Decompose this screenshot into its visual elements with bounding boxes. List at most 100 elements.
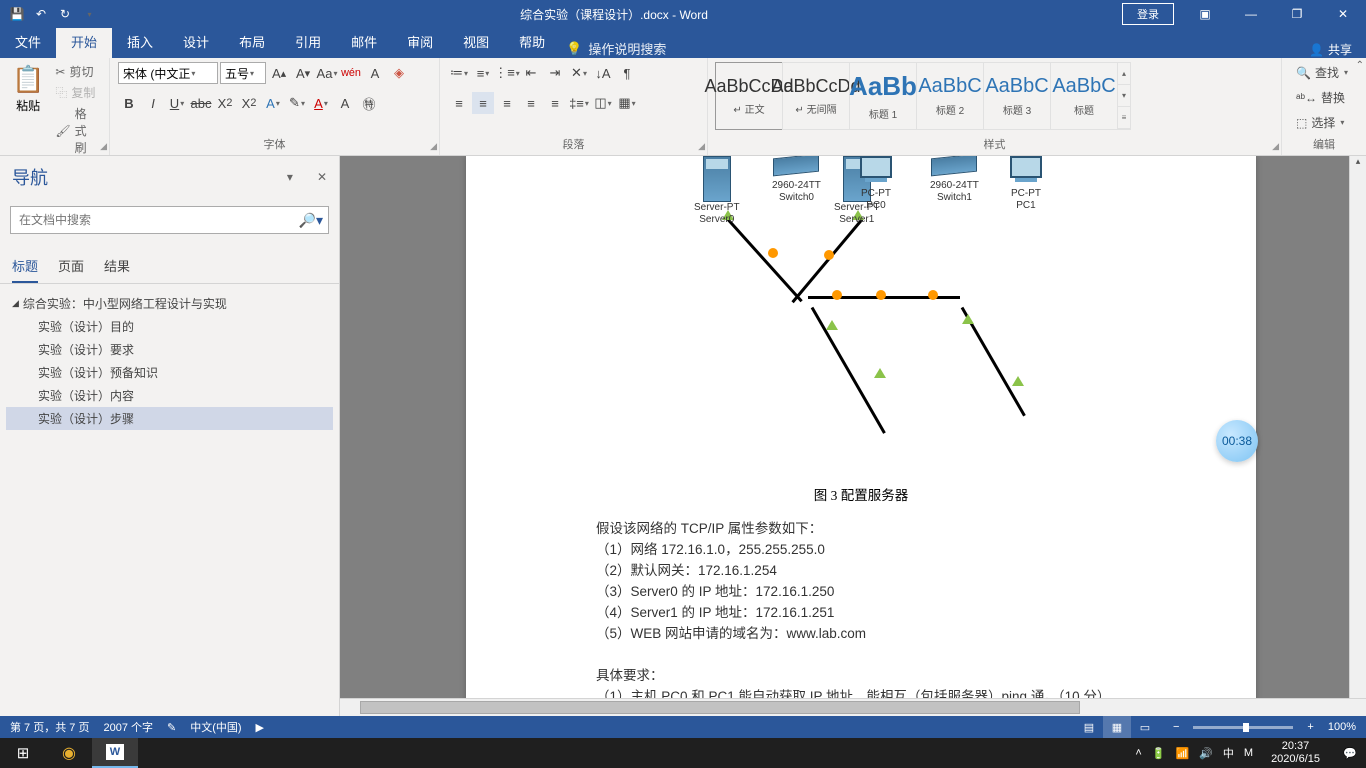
search-icon[interactable]: 🔎▾	[299, 212, 323, 229]
subscript-icon[interactable]: X2	[214, 92, 236, 114]
font-size-select[interactable]: 五号▾	[220, 62, 266, 84]
distributed-icon[interactable]: ≡	[544, 92, 566, 114]
volume-icon[interactable]: 🔊	[1199, 747, 1213, 760]
web-layout-icon[interactable]: ▭	[1131, 716, 1159, 738]
styles-launcher-icon[interactable]: ◢	[1272, 141, 1279, 152]
nav-search-input[interactable]	[10, 206, 329, 234]
select-button[interactable]: ⬚ 选择 ▾	[1290, 112, 1350, 133]
ime-lang[interactable]: 中	[1223, 745, 1234, 761]
wifi-icon[interactable]: 📶	[1175, 747, 1189, 760]
decrease-font-icon[interactable]: A▾	[292, 62, 314, 84]
ime-mode[interactable]: M	[1244, 747, 1253, 759]
nav-dropdown-icon[interactable]: ▾	[287, 170, 293, 184]
find-button[interactable]: 🔍 查找 ▾	[1290, 62, 1354, 83]
status-words[interactable]: 2007 个字	[103, 719, 153, 735]
notifications-icon[interactable]: 💬	[1338, 738, 1362, 768]
font-color-icon[interactable]: A▾	[310, 92, 332, 114]
status-language[interactable]: 中文(中国)	[190, 719, 241, 735]
timer-badge[interactable]: 00:38	[1216, 420, 1258, 462]
replace-button[interactable]: ᵃᵇ↔ 替换	[1290, 87, 1351, 108]
styles-gallery[interactable]: AaBbCcDd↵ 正文AaBbCcDd↵ 无间隔AaBb标题 1AaBbC标题…	[716, 62, 1131, 130]
clipboard-launcher-icon[interactable]: ◢	[100, 141, 107, 152]
maximize-icon[interactable]: ❐	[1274, 0, 1320, 28]
read-mode-icon[interactable]: ▤	[1075, 716, 1103, 738]
battery-icon[interactable]: 🔋	[1152, 747, 1166, 760]
italic-icon[interactable]: I	[142, 92, 164, 114]
tab-insert[interactable]: 插入	[112, 28, 168, 58]
paragraph-launcher-icon[interactable]: ◢	[698, 141, 705, 152]
superscript-icon[interactable]: X2	[238, 92, 260, 114]
tab-home[interactable]: 开始	[56, 28, 112, 58]
font-launcher-icon[interactable]: ◢	[430, 141, 437, 152]
tab-view[interactable]: 视图	[448, 28, 504, 58]
tab-mailings[interactable]: 邮件	[336, 28, 392, 58]
style-item[interactable]: AaBbCcDd↵ 无间隔	[782, 62, 850, 130]
paste-button[interactable]: 📋 粘贴	[8, 62, 48, 116]
task-word[interactable]: W	[92, 738, 138, 768]
tab-references[interactable]: 引用	[280, 28, 336, 58]
numbering-icon[interactable]: ≡▾	[472, 62, 494, 84]
nav-close-icon[interactable]: ✕	[317, 170, 327, 184]
sort-icon[interactable]: ↓A	[592, 62, 614, 84]
proofing-icon[interactable]: ✎	[167, 721, 176, 734]
zoom-out-icon[interactable]: −	[1173, 721, 1179, 733]
align-right-icon[interactable]: ≡	[496, 92, 518, 114]
tab-layout[interactable]: 布局	[224, 28, 280, 58]
justify-icon[interactable]: ≡	[520, 92, 542, 114]
tell-me-search[interactable]: 💡 操作说明搜索	[566, 39, 666, 58]
format-painter-button[interactable]: 🖌 格式刷	[52, 104, 101, 157]
tray-up-icon[interactable]: ˄	[1135, 747, 1141, 759]
style-item[interactable]: AaBb标题 1	[849, 62, 917, 130]
align-left-icon[interactable]: ≡	[448, 92, 470, 114]
show-marks-icon[interactable]: ¶	[616, 62, 638, 84]
asian-layout-icon[interactable]: ✕▾	[568, 62, 590, 84]
phonetic-guide-icon[interactable]: wén	[340, 62, 362, 84]
tree-item[interactable]: 实验（设计）要求	[6, 338, 333, 361]
zoom-level[interactable]: 100%	[1328, 721, 1356, 733]
tree-item[interactable]: ◢ 综合实验：中小型网络工程设计与实现	[6, 292, 333, 315]
line-spacing-icon[interactable]: ‡≡▾	[568, 92, 590, 114]
zoom-slider[interactable]	[1193, 726, 1293, 729]
tree-item[interactable]: 实验（设计）预备知识	[6, 361, 333, 384]
save-icon[interactable]: 💾	[6, 3, 28, 25]
style-item[interactable]: AaBbC标题	[1050, 62, 1118, 130]
bold-icon[interactable]: B	[118, 92, 140, 114]
styles-gallery-controls[interactable]: ▴▾≡	[1117, 62, 1131, 130]
nav-tab-headings[interactable]: 标题	[12, 250, 38, 283]
undo-icon[interactable]: ↶	[30, 3, 52, 25]
style-item[interactable]: AaBbC标题 3	[983, 62, 1051, 130]
task-app-1[interactable]: ◉	[46, 738, 92, 768]
multilevel-icon[interactable]: ⋮≡▾	[496, 62, 518, 84]
close-icon[interactable]: ✕	[1320, 0, 1366, 28]
tab-review[interactable]: 审阅	[392, 28, 448, 58]
tree-item[interactable]: 实验（设计）步骤	[6, 407, 333, 430]
tab-design[interactable]: 设计	[168, 28, 224, 58]
vertical-scrollbar[interactable]: ▴	[1349, 156, 1366, 698]
login-button[interactable]: 登录	[1122, 3, 1174, 25]
status-page[interactable]: 第 7 页，共 7 页	[10, 719, 89, 735]
copy-button[interactable]: ⿻ 复制	[52, 83, 101, 102]
tree-item[interactable]: 实验（设计）目的	[6, 315, 333, 338]
share-button[interactable]: 👤 共享	[1309, 41, 1352, 58]
shading-icon[interactable]: ◫▾	[592, 92, 614, 114]
clock[interactable]: 20:37 2020/6/15	[1263, 740, 1328, 766]
char-border-icon[interactable]: A	[364, 62, 386, 84]
print-layout-icon[interactable]: ▦	[1103, 716, 1131, 738]
cut-button[interactable]: ✂ 剪切	[52, 62, 101, 81]
text-effects-icon[interactable]: A▾	[262, 92, 284, 114]
ribbon-display-icon[interactable]: ▣	[1182, 0, 1228, 28]
qat-more-icon[interactable]: ▾	[78, 3, 100, 25]
decrease-indent-icon[interactable]: ⇤	[520, 62, 542, 84]
zoom-in-icon[interactable]: +	[1307, 721, 1313, 733]
char-shading-icon[interactable]: A	[334, 92, 356, 114]
horizontal-scrollbar[interactable]	[340, 698, 1366, 716]
font-family-select[interactable]: 宋体 (中文正▾	[118, 62, 218, 84]
change-case-icon[interactable]: Aa▾	[316, 62, 338, 84]
strikethrough-icon[interactable]: abc	[190, 92, 212, 114]
redo-icon[interactable]: ↻	[54, 3, 76, 25]
macro-icon[interactable]: ▶	[256, 721, 264, 734]
tab-file[interactable]: 文件	[0, 28, 56, 58]
minimize-icon[interactable]: —	[1228, 0, 1274, 28]
bullets-icon[interactable]: ≔▾	[448, 62, 470, 84]
align-center-icon[interactable]: ≡	[472, 92, 494, 114]
